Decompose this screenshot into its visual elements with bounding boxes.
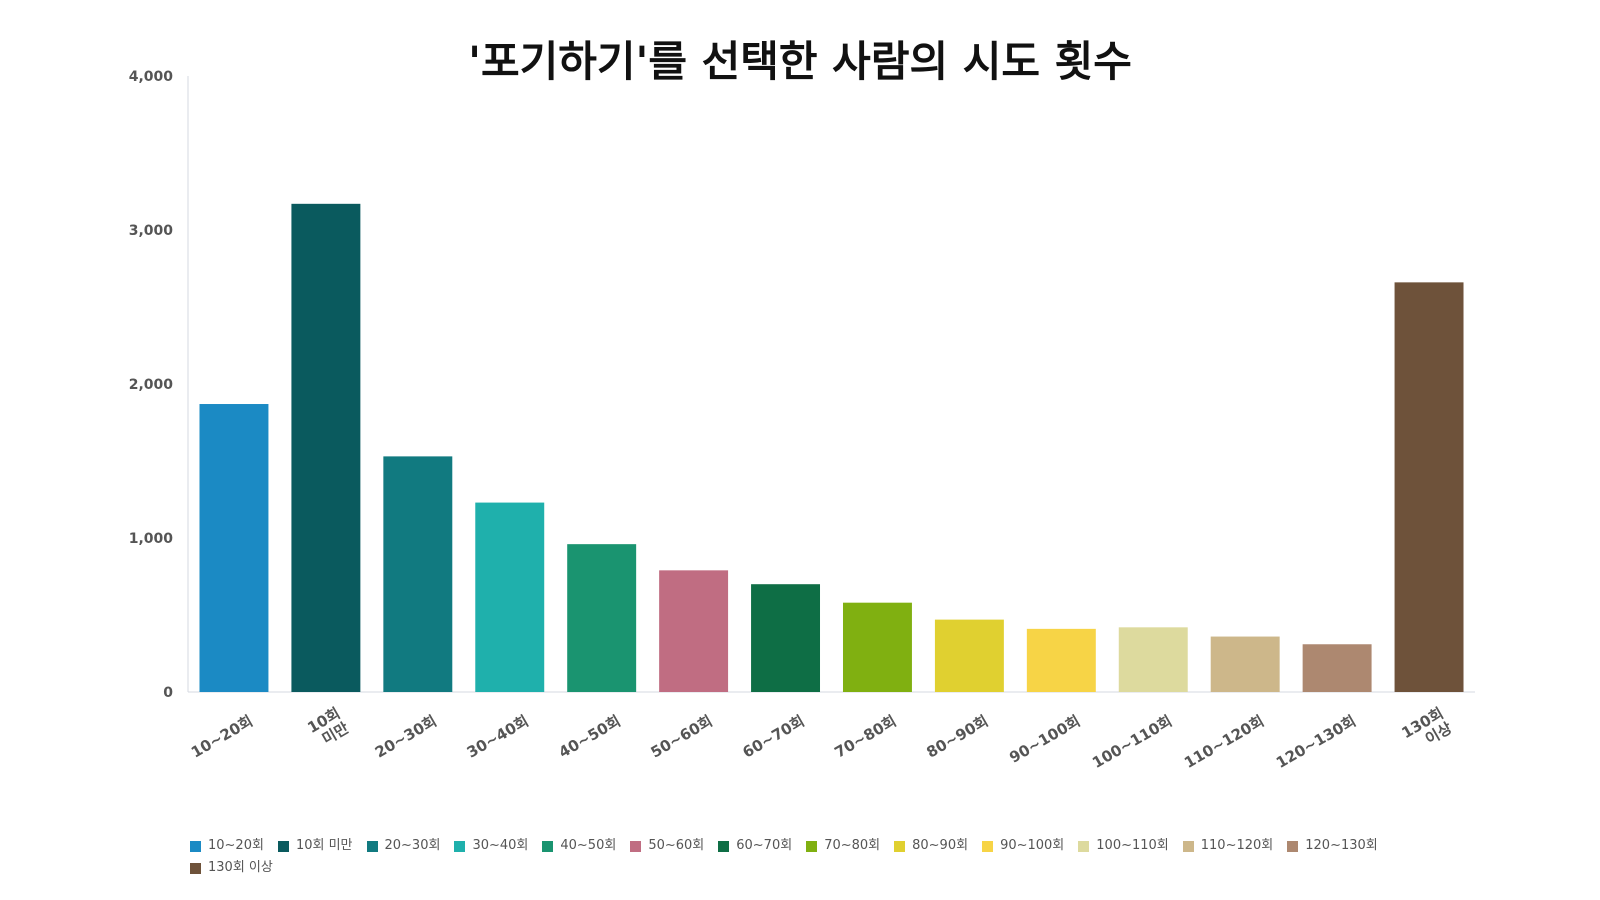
legend-item[interactable]: 20~30회 bbox=[366, 838, 441, 854]
legend-label: 20~30회 bbox=[384, 838, 441, 853]
legend-swatch bbox=[982, 840, 994, 852]
bar-chart: 0 1,000 2,000 3,000 4,000 10~20회 10회미만 20~30회 3… bbox=[129, 69, 1475, 772]
legend-swatch bbox=[190, 862, 201, 874]
legend-item[interactable]: 30~40회 bbox=[454, 838, 528, 854]
x-tick-label: 70~80회 bbox=[831, 712, 899, 762]
legend-swatch bbox=[806, 840, 818, 852]
legend-label: 120~130회 bbox=[1305, 838, 1378, 853]
legend: 10~20회 10회 미만 20~30회 30~40회 40~50회 50~60회 60~7… bbox=[190, 838, 1430, 876]
x-tick-label: 120~130회 bbox=[1273, 712, 1359, 772]
legend-label: 130회 이상 bbox=[208, 860, 273, 875]
x-tick-label: 90~100회 bbox=[1006, 712, 1083, 767]
legend-label: 90~100회 bbox=[1000, 838, 1065, 853]
legend-swatch bbox=[630, 840, 642, 852]
legend-swatch bbox=[366, 840, 378, 852]
legend-label: 50~60회 bbox=[648, 838, 705, 853]
bar bbox=[199, 404, 269, 692]
legend-swatch bbox=[894, 840, 906, 852]
legend-item[interactable]: 130회 이상 bbox=[190, 860, 273, 876]
bar bbox=[1118, 627, 1188, 692]
bar bbox=[1026, 628, 1096, 692]
bar bbox=[751, 584, 821, 692]
bars bbox=[199, 203, 1464, 692]
legend-label: 10~20회 bbox=[208, 838, 264, 853]
legend-swatch bbox=[1078, 840, 1090, 852]
x-tick-label: 100~110회 bbox=[1089, 712, 1175, 772]
x-tick-labels: 10~20회 10회미만 20~30회 30~40회 40~50회 50~60회 60~70… bbox=[188, 704, 1455, 772]
x-tick-label: 110~120회 bbox=[1181, 712, 1267, 772]
chart-title: '포기하기'를 선택한 사람의 시도 횟수 bbox=[468, 37, 1132, 86]
bar bbox=[934, 619, 1004, 692]
legend-label: 80~90회 bbox=[912, 838, 969, 853]
legend-item[interactable]: 10회 미만 bbox=[277, 838, 353, 854]
legend-item[interactable]: 10~20회 bbox=[190, 838, 264, 854]
legend-label: 10회 미만 bbox=[295, 838, 353, 853]
legend-swatch bbox=[1182, 840, 1194, 852]
bar bbox=[659, 570, 729, 692]
x-tick-label: 30~40회 bbox=[464, 712, 532, 762]
bar bbox=[1210, 636, 1280, 692]
legend-item[interactable]: 90~100회 bbox=[982, 838, 1064, 854]
legend-item[interactable]: 80~90회 bbox=[894, 838, 968, 854]
y-tick-label: 3,000 bbox=[129, 223, 174, 239]
legend-item[interactable]: 110~120회 bbox=[1182, 838, 1274, 854]
legend-label: 110~120회 bbox=[1200, 838, 1274, 853]
x-tick-label: 50~60회 bbox=[648, 712, 716, 762]
y-tick-label: 1,000 bbox=[129, 531, 174, 547]
y-tick-label: 4,000 bbox=[129, 69, 174, 85]
legend-item[interactable]: 40~50회 bbox=[542, 838, 616, 854]
legend-label: 60~70회 bbox=[736, 838, 793, 853]
legend-swatch bbox=[1287, 840, 1299, 852]
bar bbox=[1394, 282, 1464, 692]
legend-item[interactable]: 60~70회 bbox=[718, 838, 792, 854]
x-tick-label: 20~30회 bbox=[372, 712, 440, 762]
legend-swatch bbox=[277, 840, 289, 852]
legend-item[interactable]: 120~130회 bbox=[1287, 838, 1378, 854]
legend-item[interactable]: 50~60회 bbox=[630, 838, 704, 854]
x-tick-label: 40~50회 bbox=[556, 712, 624, 762]
x-tick-label: 130회이상 bbox=[1398, 704, 1455, 757]
bar bbox=[567, 544, 637, 692]
bar bbox=[475, 502, 545, 692]
legend-swatch bbox=[190, 840, 201, 852]
legend-label: 40~50회 bbox=[560, 838, 617, 853]
legend-swatch bbox=[454, 840, 466, 852]
legend-item[interactable]: 100~110회 bbox=[1078, 838, 1169, 854]
y-tick-label: 0 bbox=[163, 685, 173, 701]
bar bbox=[291, 203, 361, 692]
x-tick-label: 80~90회 bbox=[923, 712, 991, 762]
x-tick-label: 10~20회 bbox=[188, 712, 256, 762]
legend-item[interactable]: 70~80회 bbox=[806, 838, 880, 854]
legend-label: 100~110회 bbox=[1096, 838, 1169, 853]
legend-swatch bbox=[718, 840, 730, 852]
bar bbox=[1302, 644, 1372, 692]
legend-swatch bbox=[542, 840, 554, 852]
x-tick-label: 60~70회 bbox=[740, 712, 808, 762]
legend-label: 30~40회 bbox=[472, 838, 529, 853]
x-tick-label: 10회미만 bbox=[304, 704, 352, 752]
y-tick-label: 2,000 bbox=[129, 377, 174, 393]
legend-label: 70~80회 bbox=[824, 838, 881, 853]
y-axis: 0 1,000 2,000 3,000 4,000 bbox=[129, 69, 189, 701]
bar bbox=[383, 456, 453, 692]
bar bbox=[842, 602, 912, 692]
